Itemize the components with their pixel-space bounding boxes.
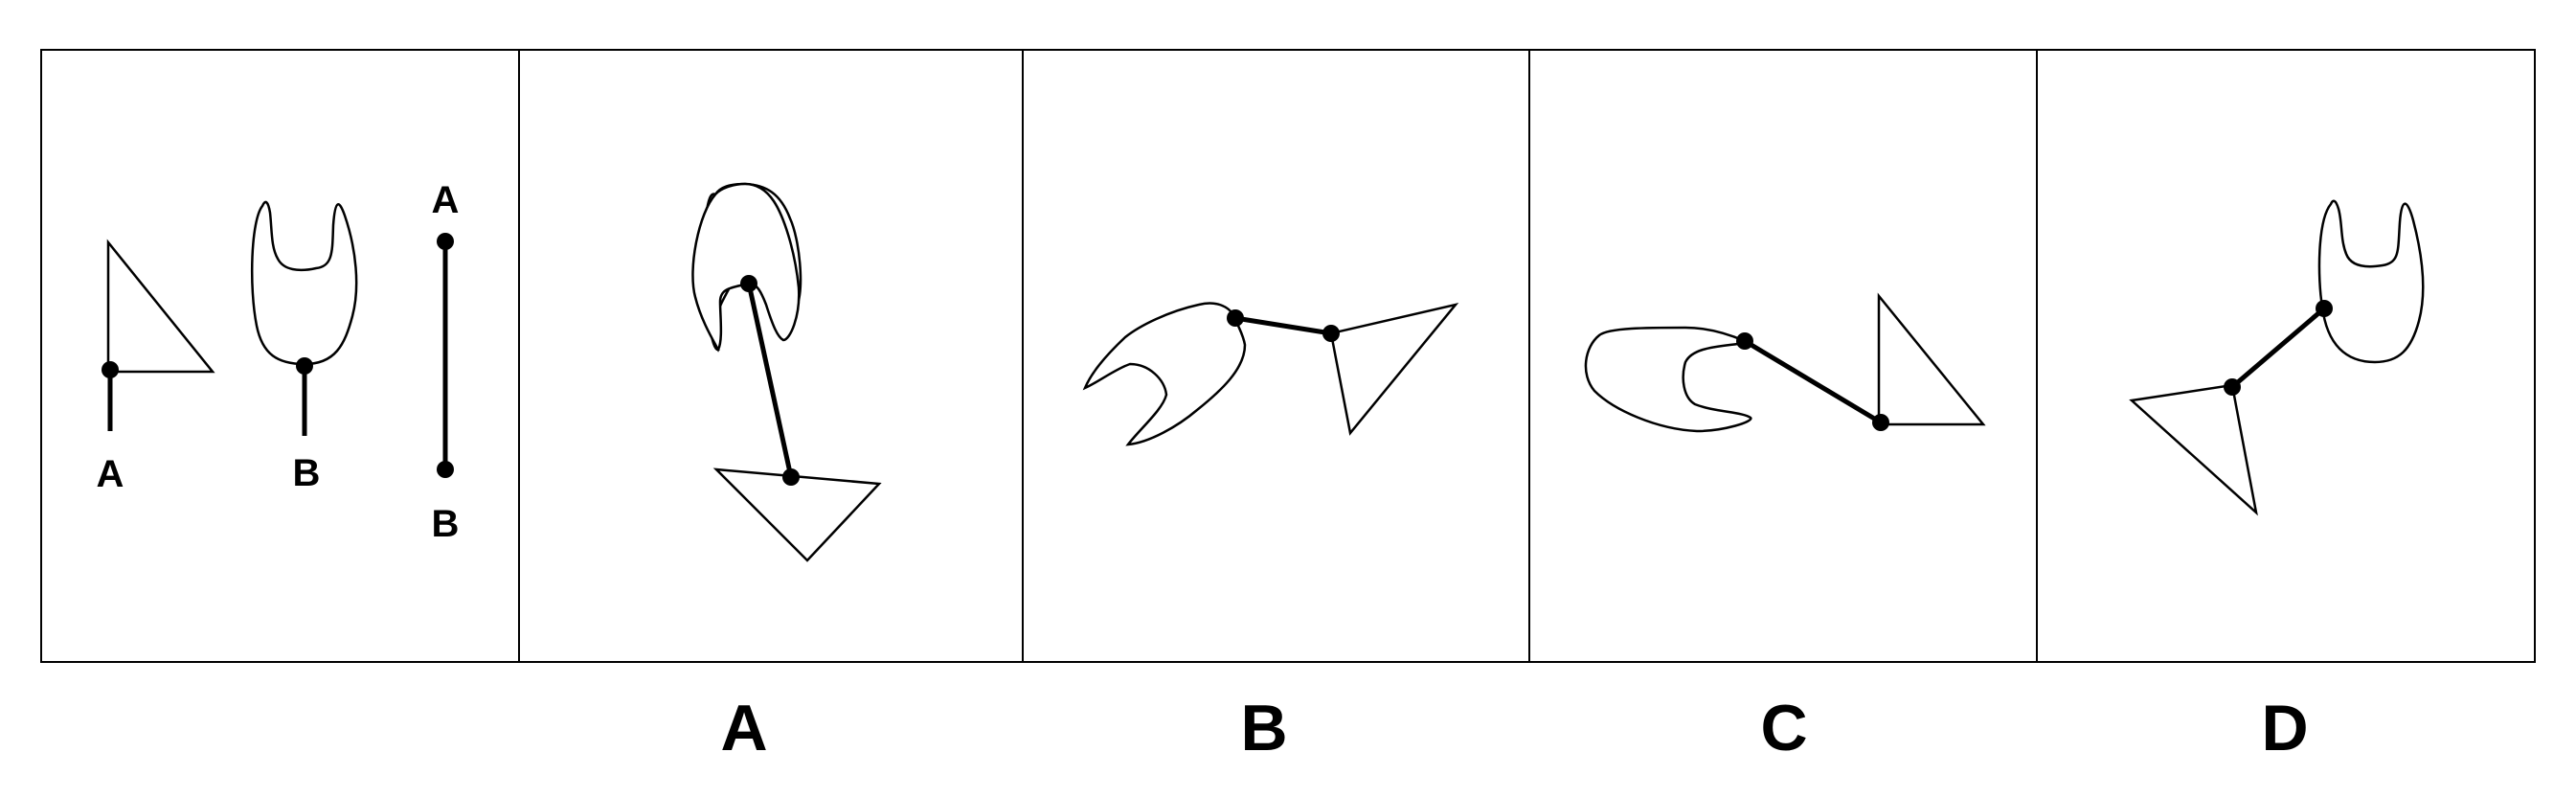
marker-b-rod-bottom: B bbox=[432, 503, 460, 545]
option-b-figure[interactable] bbox=[1082, 302, 1459, 446]
joint-dot bbox=[2224, 378, 2241, 396]
joint-dot bbox=[437, 233, 454, 250]
marker-a-triangle: A bbox=[97, 453, 124, 495]
joint-dot bbox=[1322, 325, 1340, 342]
option-b-label[interactable]: B bbox=[1240, 692, 1288, 764]
joint-dot bbox=[102, 361, 119, 378]
option-a-label[interactable]: A bbox=[720, 692, 768, 764]
option-d-label[interactable]: D bbox=[2261, 692, 2309, 764]
joint-dot bbox=[1736, 332, 1753, 350]
joint-dot bbox=[437, 461, 454, 478]
joint-dot bbox=[740, 275, 757, 292]
joint-dot bbox=[1227, 309, 1244, 327]
panels-frame bbox=[40, 49, 2536, 663]
reference-rod bbox=[437, 233, 454, 478]
reference-panel: A B A B bbox=[97, 179, 460, 545]
option-c-label[interactable]: C bbox=[1760, 692, 1808, 764]
joint-dot bbox=[1872, 414, 1889, 431]
reference-triangle bbox=[102, 239, 215, 431]
joint-dot bbox=[2316, 300, 2333, 317]
option-d-figure[interactable] bbox=[2129, 199, 2425, 516]
marker-a-rod-top: A bbox=[432, 179, 460, 221]
joint-dot bbox=[782, 468, 800, 486]
option-a-figure[interactable] bbox=[691, 182, 882, 565]
marker-b-cup: B bbox=[293, 452, 321, 494]
joint-dot bbox=[296, 357, 313, 375]
reference-cup bbox=[250, 200, 358, 436]
option-c-figure[interactable] bbox=[1584, 292, 1986, 433]
